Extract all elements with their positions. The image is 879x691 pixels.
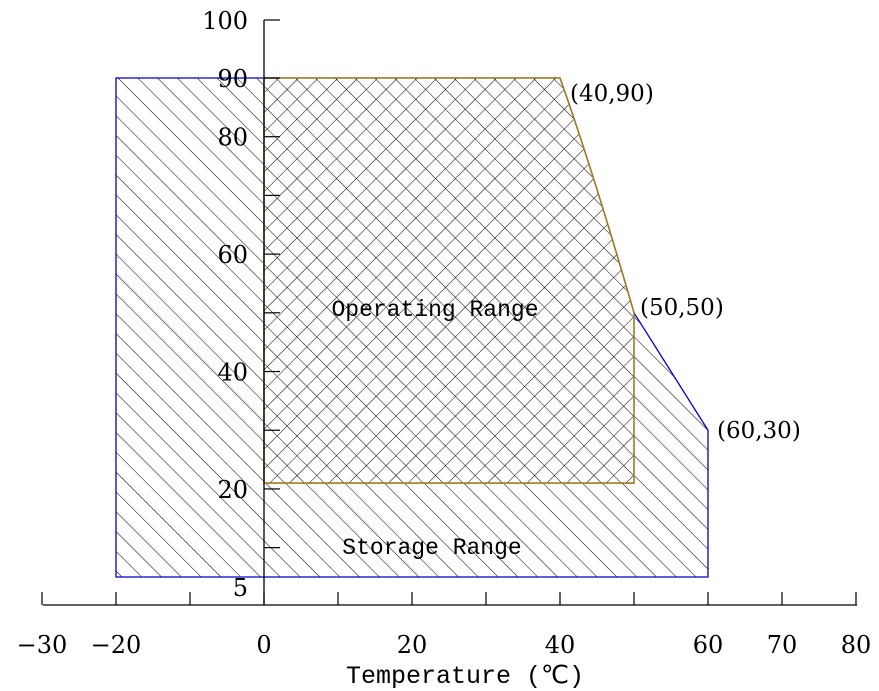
- y-tick-label: 60: [217, 241, 248, 269]
- x-tick-label: 70: [767, 631, 798, 659]
- x-axis-title: Temperature (℃): [346, 662, 584, 691]
- operating-range-area: [263, 77, 635, 484]
- corner-label-40-90: (40,90): [570, 81, 654, 107]
- corner-label-60-30: (60,30): [717, 418, 801, 444]
- x-tick-label: 80: [841, 631, 872, 659]
- y-tick-label: 20: [217, 476, 248, 504]
- region-label-operating: Operating Range: [331, 297, 538, 323]
- y-tick-label: 100: [202, 7, 248, 35]
- y-tick-label: 80: [217, 124, 248, 152]
- y-ticks: 5 20 40 60 80 90 100: [202, 7, 280, 602]
- x-tick-label: 0: [256, 631, 271, 659]
- y-tick-label: 5: [233, 574, 248, 602]
- y-tick-label: 90: [217, 65, 248, 93]
- x-tick-label: 60: [693, 631, 724, 659]
- y-tick-label: 40: [217, 359, 248, 387]
- x-tick-label: −20: [91, 631, 142, 659]
- x-tick-label: 40: [545, 631, 576, 659]
- x-tick-label: 20: [397, 631, 428, 659]
- x-tick-label: −30: [17, 631, 68, 659]
- region-label-storage: Storage Range: [342, 535, 521, 561]
- x-ticks: −30 −20 0 20 40 60 70 80: [17, 592, 872, 659]
- regions-layer: [115, 77, 709, 578]
- corner-label-50-50: (50,50): [640, 295, 724, 321]
